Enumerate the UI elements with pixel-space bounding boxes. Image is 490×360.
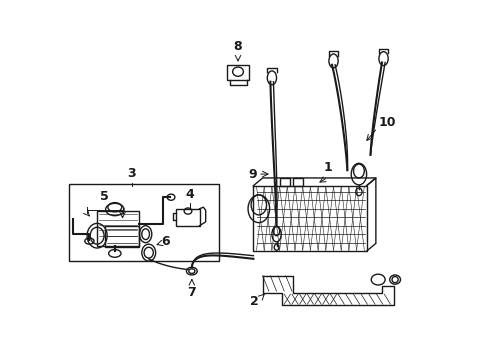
Text: 8: 8 [234, 40, 243, 53]
Text: 1: 1 [324, 161, 333, 174]
Text: 4: 4 [185, 188, 194, 201]
Bar [97, 211, 140, 246]
Text: 10: 10 [378, 116, 396, 129]
Bar [105, 226, 140, 247]
Bar [227, 65, 249, 80]
Text: 7: 7 [188, 286, 196, 299]
Text: 9: 9 [248, 168, 257, 181]
Text: 3: 3 [127, 167, 136, 180]
Ellipse shape [248, 195, 270, 222]
Bar [69, 184, 219, 261]
Text: 2: 2 [250, 294, 259, 308]
Bar [294, 178, 303, 186]
Bar [176, 209, 199, 226]
Text: 5: 5 [100, 190, 109, 203]
Bar [280, 178, 290, 186]
Text: 6: 6 [161, 235, 170, 248]
